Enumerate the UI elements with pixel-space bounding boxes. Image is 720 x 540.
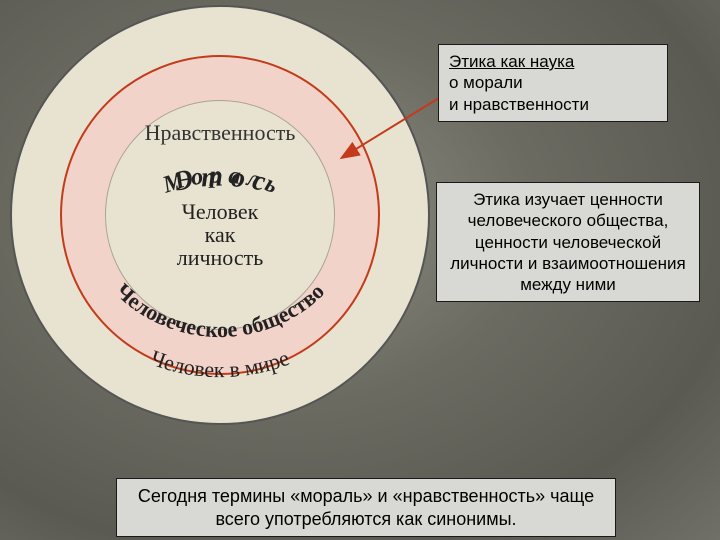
concentric-diagram: Нравственность Человек как личность Э т … (10, 5, 430, 425)
callout-top-line2: о морали (449, 73, 523, 92)
label-center: Человек как личность (130, 200, 310, 269)
label-nravstvennost: Нравственность (100, 120, 340, 146)
callout-top: Этика как наука о морали и нравственност… (438, 44, 668, 122)
callout-top-title: Этика как наука (449, 52, 574, 71)
callout-top-line3: и нравственности (449, 95, 589, 114)
center-line2: как (205, 222, 236, 247)
center-line3: личность (177, 245, 264, 270)
center-line1: Человек (182, 199, 259, 224)
callout-middle: Этика изучает ценности человеческого общ… (436, 182, 700, 302)
callout-bottom: Сегодня термины «мораль» и «нравственнос… (116, 478, 616, 537)
